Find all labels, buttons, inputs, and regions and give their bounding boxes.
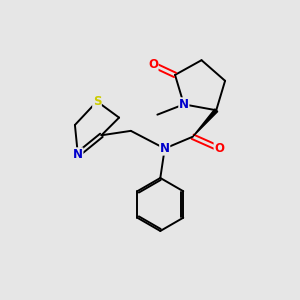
Text: S: S: [93, 95, 101, 108]
Text: N: N: [179, 98, 189, 111]
Text: N: N: [160, 142, 170, 155]
Polygon shape: [193, 109, 218, 137]
Text: O: O: [214, 142, 224, 155]
Text: N: N: [73, 148, 83, 161]
Text: O: O: [148, 58, 158, 71]
